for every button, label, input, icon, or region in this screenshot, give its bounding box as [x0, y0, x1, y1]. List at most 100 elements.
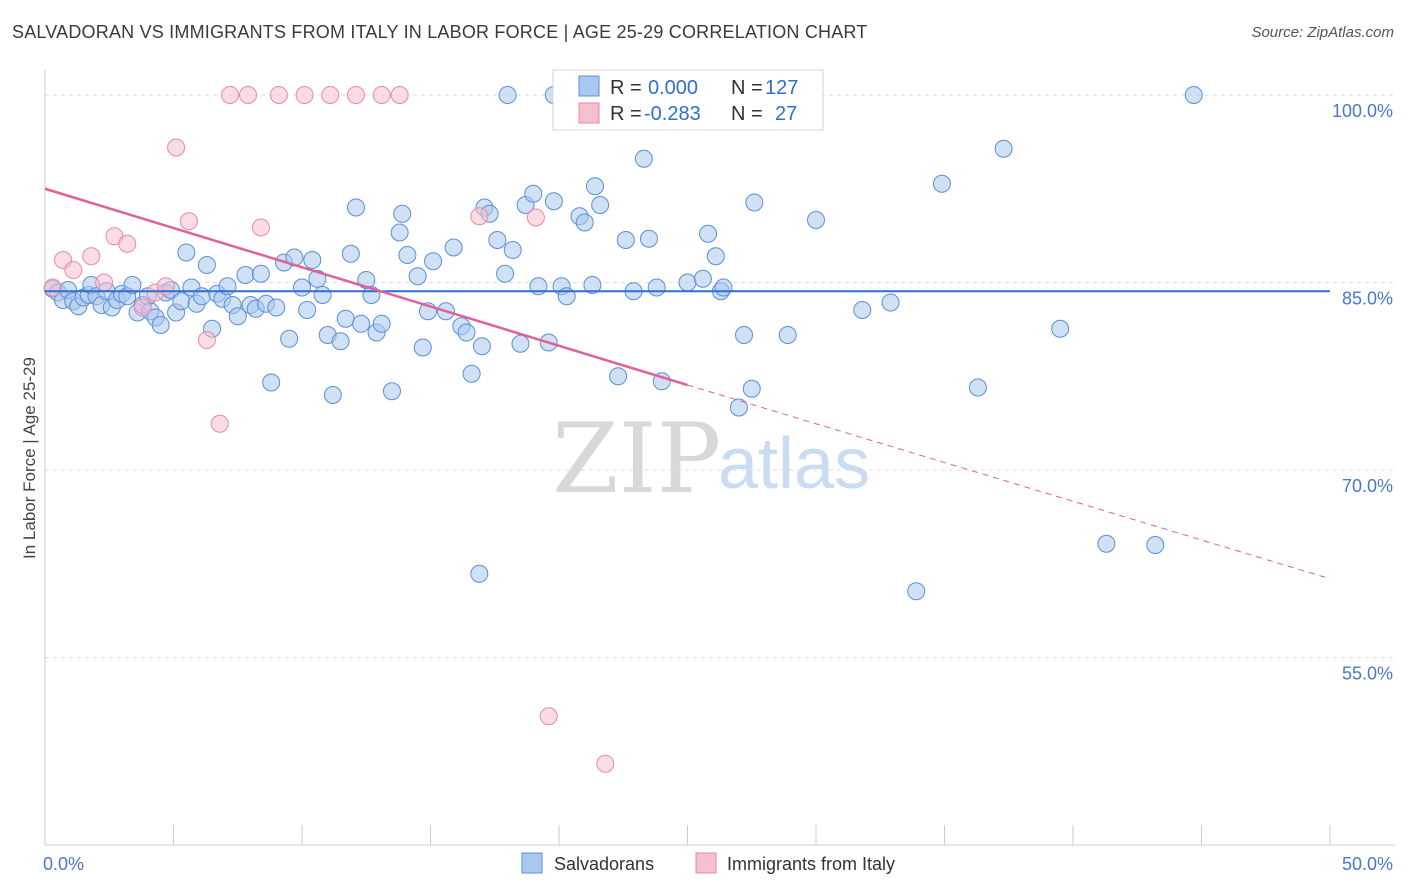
legend-swatch-italy [578, 102, 600, 124]
y-axis-label: In Labor Force | Age 25-29 [20, 357, 39, 559]
point-italy [179, 212, 198, 231]
bottom-legend-salvadorans: Salvadorans [554, 854, 654, 874]
point-salvadorans [616, 231, 635, 249]
bottom-legend-swatch-italy [695, 852, 717, 874]
y-tick-label: 55.0% [1342, 664, 1393, 684]
point-salvadorans [313, 286, 332, 304]
legend-r-label-1: R = [610, 77, 642, 99]
point-italy [133, 298, 152, 317]
point-salvadorans [729, 398, 748, 417]
point-salvadorans [503, 241, 522, 259]
point-salvadorans [678, 273, 697, 292]
legend-r-value-1: 0.000 [648, 77, 698, 99]
point-salvadorans [444, 238, 463, 257]
point-salvadorans [742, 379, 761, 398]
point-italy [526, 208, 545, 227]
point-salvadorans [298, 301, 317, 319]
point-italy [470, 207, 489, 226]
point-italy [82, 247, 101, 266]
point-salvadorans [346, 198, 365, 217]
legend-n-label-2: N = [731, 103, 763, 125]
point-salvadorans [634, 149, 653, 168]
gridlines: 55.0% 70.0% 85.0% 100.0% [45, 94, 1395, 684]
point-salvadorans [398, 246, 417, 264]
point-salvadorans [735, 326, 754, 344]
trend-italy [44, 187, 688, 387]
point-salvadorans [336, 309, 355, 328]
point-salvadorans [123, 276, 142, 294]
point-salvadorans [807, 211, 825, 229]
point-salvadorans [236, 266, 255, 284]
point-salvadorans [496, 264, 515, 283]
point-italy [346, 86, 365, 104]
point-salvadorans [293, 278, 311, 297]
point-salvadorans [591, 196, 610, 214]
trend-italy-extension [687, 384, 1331, 580]
point-salvadorans [524, 184, 543, 203]
axes: 0.0% 50.0% [43, 70, 1395, 874]
point-salvadorans [177, 243, 196, 262]
point-italy [210, 414, 229, 433]
point-salvadorans [470, 564, 489, 583]
point-salvadorans [498, 86, 517, 104]
point-salvadorans [424, 252, 443, 271]
point-salvadorans [251, 264, 270, 283]
point-salvadorans [262, 373, 281, 392]
legend-n-value-2: 27 [775, 103, 797, 125]
point-salvadorans [778, 326, 797, 344]
point-salvadorans [341, 244, 360, 263]
bottom-legend-italy: Immigrants from Italy [727, 854, 895, 874]
point-salvadorans [907, 582, 926, 601]
point-salvadorans [994, 139, 1013, 158]
y-tick-label: 70.0% [1342, 476, 1393, 496]
point-salvadorans [639, 229, 658, 248]
point-salvadorans [968, 378, 987, 397]
legend-n-label-1: N = [731, 77, 763, 99]
point-italy [295, 86, 314, 104]
point-salvadorans [693, 269, 712, 288]
watermark-atlas: atlas [718, 424, 870, 504]
point-salvadorans [331, 332, 350, 351]
point-salvadorans [372, 314, 391, 333]
point-salvadorans [413, 338, 432, 357]
point-salvadorans [408, 267, 427, 286]
legend-r-value-2: -0.283 [644, 103, 701, 125]
point-salvadorans [382, 382, 401, 401]
watermark-zip: ZIP [552, 403, 721, 515]
point-salvadorans [197, 256, 216, 274]
point-salvadorans [390, 223, 409, 242]
legend-n-value-1: 127 [765, 77, 798, 99]
point-salvadorans [647, 278, 666, 297]
x-tick-label-max: 50.0% [1342, 854, 1393, 874]
top-legend: R = 0.000 N = 127 R = -0.283 N = 27 [552, 69, 824, 131]
point-salvadorans [745, 193, 764, 212]
y-tick-label: 100.0% [1332, 101, 1393, 121]
point-italy [596, 754, 615, 773]
y-tick-label: 85.0% [1342, 289, 1393, 309]
point-italy [95, 273, 114, 292]
point-italy [43, 278, 62, 297]
series-salvadorans [43, 86, 1203, 601]
x-tick-label-min: 0.0% [43, 854, 84, 874]
point-salvadorans [352, 314, 371, 333]
legend-r-label-2: R = [610, 103, 642, 125]
bottom-legend-swatch-salvadorans [521, 852, 543, 874]
point-italy [390, 86, 409, 104]
point-salvadorans [1051, 319, 1070, 338]
point-salvadorans [583, 276, 602, 294]
bottom-legend: Salvadorans Immigrants from Italy [521, 852, 895, 874]
point-salvadorans [267, 298, 286, 317]
point-salvadorans [1097, 534, 1116, 553]
point-salvadorans [585, 177, 604, 196]
point-italy [197, 331, 216, 349]
point-salvadorans [932, 174, 951, 193]
point-italy [251, 218, 270, 237]
chart-source: Source: ZipAtlas.com [1251, 24, 1394, 41]
point-salvadorans [1146, 536, 1165, 554]
point-salvadorans [457, 323, 476, 342]
point-salvadorans [393, 204, 412, 223]
point-italy [167, 138, 186, 157]
point-salvadorans [472, 337, 491, 356]
point-salvadorans [303, 251, 322, 269]
